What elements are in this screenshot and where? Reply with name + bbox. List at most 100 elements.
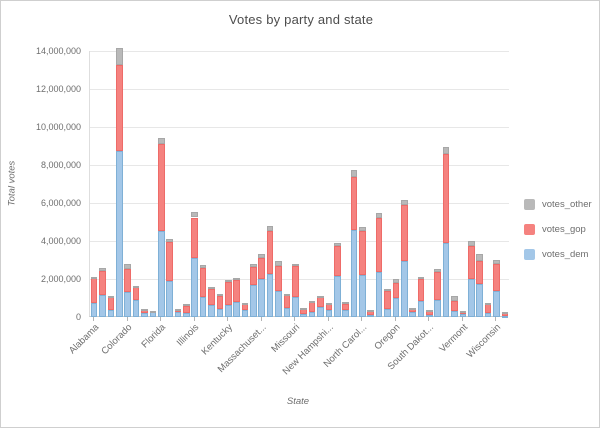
bar-segment-votes_dem-nebraska[interactable] bbox=[308, 311, 316, 317]
bar-segment-votes_other-connecticut[interactable] bbox=[132, 285, 140, 288]
bar-segment-votes_gop-virginia[interactable] bbox=[467, 245, 475, 280]
bar-segment-votes_dem-north-dakota[interactable] bbox=[367, 315, 375, 318]
bar-segment-votes_gop-texas[interactable] bbox=[442, 154, 450, 244]
bar-segment-votes_other-massachusetts[interactable] bbox=[258, 253, 266, 259]
bar-segment-votes_gop-massachusetts[interactable] bbox=[258, 258, 266, 280]
bar-segment-votes_gop-minnesota[interactable] bbox=[275, 265, 282, 291]
bar-segment-votes_dem-north-carolina[interactable] bbox=[359, 275, 366, 317]
bar-segment-votes_dem-colorado[interactable] bbox=[124, 291, 131, 317]
bar-segment-votes_other-tennessee[interactable] bbox=[434, 269, 442, 272]
bar-segment-votes_other-west-virginia[interactable] bbox=[484, 303, 492, 306]
bar-segment-votes_other-south-carolina[interactable] bbox=[417, 277, 425, 280]
bar-segment-votes_dem-ohio[interactable] bbox=[375, 271, 383, 317]
bar-segment-votes_gop-utah[interactable] bbox=[451, 301, 458, 312]
bar-segment-votes_gop-colorado[interactable] bbox=[124, 268, 131, 292]
bar-segment-votes_other-idaho[interactable] bbox=[183, 303, 190, 306]
bar-segment-votes_gop-pennsylvania[interactable] bbox=[400, 204, 408, 262]
bar-segment-votes_dem-wisconsin[interactable] bbox=[493, 290, 500, 317]
bar-segment-votes_gop-iowa[interactable] bbox=[208, 289, 215, 305]
legend-item-votes_other[interactable]: votes_other bbox=[524, 199, 592, 210]
bar-segment-votes_gop-idaho[interactable] bbox=[183, 305, 190, 314]
bar-segment-votes_dem-washington[interactable] bbox=[476, 283, 483, 317]
bar-segment-votes_gop-illinois[interactable] bbox=[191, 217, 199, 259]
bar-segment-votes_other-new-jersey[interactable] bbox=[333, 243, 341, 246]
bar-segment-votes_dem-montana[interactable] bbox=[300, 313, 307, 317]
bar-segment-votes_other-pennsylvania[interactable] bbox=[400, 199, 408, 205]
bar-segment-votes_dem-new-mexico[interactable] bbox=[342, 309, 349, 317]
bar-segment-votes_dem-missouri[interactable] bbox=[292, 296, 299, 317]
legend-item-votes_dem[interactable]: votes_dem bbox=[524, 249, 592, 260]
bar-segment-votes_other-new-hampshire[interactable] bbox=[325, 302, 333, 305]
bar-segment-votes_gop-kansas[interactable] bbox=[216, 296, 224, 309]
bar-segment-votes_gop-new-jersey[interactable] bbox=[333, 245, 341, 277]
bar-segment-votes_gop-maryland[interactable] bbox=[250, 267, 257, 286]
bar-segment-votes_other-utah[interactable] bbox=[451, 295, 458, 302]
bar-segment-votes_other-kansas[interactable] bbox=[216, 294, 224, 297]
bar-segment-votes_gop-new-mexico[interactable] bbox=[342, 303, 349, 310]
bar-segment-votes_other-louisiana[interactable] bbox=[233, 278, 240, 281]
bar-segment-votes_dem-nevada[interactable] bbox=[317, 306, 324, 317]
bar-segment-votes_dem-california[interactable] bbox=[116, 150, 123, 317]
bar-segment-votes_other-district-of-columbia[interactable] bbox=[149, 311, 157, 314]
bar-segment-votes_other-south-dakota[interactable] bbox=[426, 309, 433, 312]
bar-segment-votes_dem-mississippi[interactable] bbox=[283, 307, 291, 317]
bar-segment-votes_other-maine[interactable] bbox=[241, 302, 249, 305]
bar-segment-votes_gop-north-carolina[interactable] bbox=[359, 230, 366, 276]
bar-segment-votes_dem-new-jersey[interactable] bbox=[333, 276, 341, 317]
bar-segment-votes_gop-tennessee[interactable] bbox=[434, 271, 442, 301]
bar-segment-votes_dem-south-carolina[interactable] bbox=[417, 300, 425, 317]
bar-segment-votes_dem-massachusetts[interactable] bbox=[258, 279, 266, 317]
bar-segment-votes_dem-michigan[interactable] bbox=[266, 273, 274, 317]
bar-segment-votes_other-hawaii[interactable] bbox=[174, 308, 182, 311]
bar-segment-votes_gop-south-carolina[interactable] bbox=[417, 278, 425, 301]
bar-segment-votes_other-new-mexico[interactable] bbox=[342, 301, 349, 304]
bar-segment-votes_dem-illinois[interactable] bbox=[191, 258, 199, 317]
bar-segment-votes_gop-ohio[interactable] bbox=[375, 217, 383, 272]
bar-segment-votes_other-illinois[interactable] bbox=[191, 211, 199, 218]
bar-segment-votes_other-north-carolina[interactable] bbox=[359, 226, 366, 231]
bar-segment-votes_gop-connecticut[interactable] bbox=[132, 287, 140, 300]
bar-segment-votes_other-alabama[interactable] bbox=[90, 276, 98, 279]
bar-segment-votes_dem-iowa[interactable] bbox=[208, 304, 215, 317]
bar-segment-votes_gop-michigan[interactable] bbox=[266, 230, 274, 274]
bar-segment-votes_gop-louisiana[interactable] bbox=[233, 279, 240, 303]
bar-segment-votes_dem-utah[interactable] bbox=[451, 311, 458, 317]
bar-segment-votes_gop-missouri[interactable] bbox=[292, 266, 299, 297]
bar-segment-votes_other-arizona[interactable] bbox=[99, 268, 106, 272]
bar-segment-votes_other-texas[interactable] bbox=[442, 146, 450, 155]
bar-segment-votes_gop-new-york[interactable] bbox=[350, 176, 358, 231]
bar-segment-votes_dem-virginia[interactable] bbox=[467, 279, 475, 317]
bar-segment-votes_gop-florida[interactable] bbox=[157, 143, 165, 232]
bar-segment-votes_other-iowa[interactable] bbox=[208, 287, 215, 290]
bar-segment-votes_gop-oregon[interactable] bbox=[392, 283, 400, 298]
bar-segment-votes_other-delaware[interactable] bbox=[141, 308, 148, 311]
bar-segment-votes_gop-nebraska[interactable] bbox=[308, 302, 316, 312]
bar-segment-votes_other-new-york[interactable] bbox=[350, 170, 358, 177]
bar-segment-votes_dem-south-dakota[interactable] bbox=[426, 314, 433, 317]
bar-segment-votes_dem-idaho[interactable] bbox=[183, 313, 190, 317]
bar-segment-votes_dem-wyoming[interactable] bbox=[501, 315, 509, 318]
bar-segment-votes_dem-indiana[interactable] bbox=[199, 297, 207, 317]
bar-segment-votes_other-nevada[interactable] bbox=[317, 295, 324, 298]
bar-segment-votes_dem-arkansas[interactable] bbox=[107, 309, 115, 317]
bar-segment-votes_dem-alabama[interactable] bbox=[90, 303, 98, 317]
bar-segment-votes_other-wisconsin[interactable] bbox=[493, 260, 500, 265]
bar-segment-votes_dem-kansas[interactable] bbox=[216, 308, 224, 317]
bar-segment-votes_dem-minnesota[interactable] bbox=[275, 291, 282, 317]
bar-segment-votes_other-north-dakota[interactable] bbox=[367, 310, 375, 313]
bar-segment-votes_other-maryland[interactable] bbox=[250, 264, 257, 268]
bar-segment-votes_gop-alabama[interactable] bbox=[90, 278, 98, 304]
bar-segment-votes_other-arkansas[interactable] bbox=[107, 295, 115, 298]
bar-segment-votes_dem-georgia[interactable] bbox=[166, 281, 173, 317]
bar-segment-votes_gop-california[interactable] bbox=[116, 65, 123, 151]
bar-segment-votes_gop-wisconsin[interactable] bbox=[493, 264, 500, 291]
bar-segment-votes_dem-arizona[interactable] bbox=[99, 294, 106, 317]
bar-segment-votes_other-rhode-island[interactable] bbox=[409, 308, 416, 311]
bar-segment-votes_dem-new-york[interactable] bbox=[350, 230, 358, 317]
bar-segment-votes_other-michigan[interactable] bbox=[266, 225, 274, 231]
bar-segment-votes_other-wyoming[interactable] bbox=[501, 312, 509, 315]
bar-segment-votes_gop-kentucky[interactable] bbox=[224, 282, 232, 306]
bar-segment-votes_dem-tennessee[interactable] bbox=[434, 300, 442, 317]
bar-segment-votes_gop-west-virginia[interactable] bbox=[484, 304, 492, 314]
bar-segment-votes_dem-texas[interactable] bbox=[442, 243, 450, 317]
